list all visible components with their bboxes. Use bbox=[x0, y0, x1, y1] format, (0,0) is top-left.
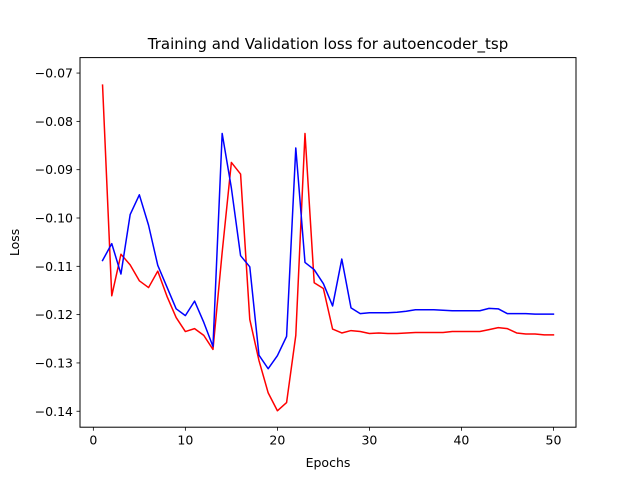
x-tick-label: 30 bbox=[361, 433, 377, 448]
x-tick-label: 20 bbox=[269, 433, 285, 448]
y-tick-label: −0.08 bbox=[35, 114, 73, 129]
x-tick-label: 40 bbox=[453, 433, 469, 448]
chart-title: Training and Validation loss for autoenc… bbox=[147, 35, 508, 54]
y-tick-label: −0.11 bbox=[35, 259, 73, 274]
x-tick-label: 50 bbox=[546, 433, 562, 448]
plot-frame bbox=[79, 57, 577, 428]
y-tick-label: −0.13 bbox=[35, 355, 73, 370]
series-line-blue bbox=[101, 132, 555, 370]
x-tick-label: 10 bbox=[177, 433, 193, 448]
y-tick-label: −0.09 bbox=[35, 162, 73, 177]
y-tick-label: −0.14 bbox=[35, 404, 73, 419]
y-axis-label: Loss bbox=[7, 229, 22, 256]
axes-layer: 0 10 20 30 40 50 −0.14 −0.13 −0.12 −0.11 −0.10 −0.0… bbox=[35, 66, 562, 448]
y-tick-label: −0.12 bbox=[35, 307, 73, 322]
x-tick-label: 0 bbox=[89, 433, 97, 448]
x-axis-label: Epochs bbox=[306, 455, 351, 470]
series-layer bbox=[101, 84, 555, 412]
y-tick-label: −0.07 bbox=[35, 66, 73, 81]
series-line-red bbox=[101, 84, 555, 412]
y-tick-label: −0.10 bbox=[35, 211, 73, 226]
